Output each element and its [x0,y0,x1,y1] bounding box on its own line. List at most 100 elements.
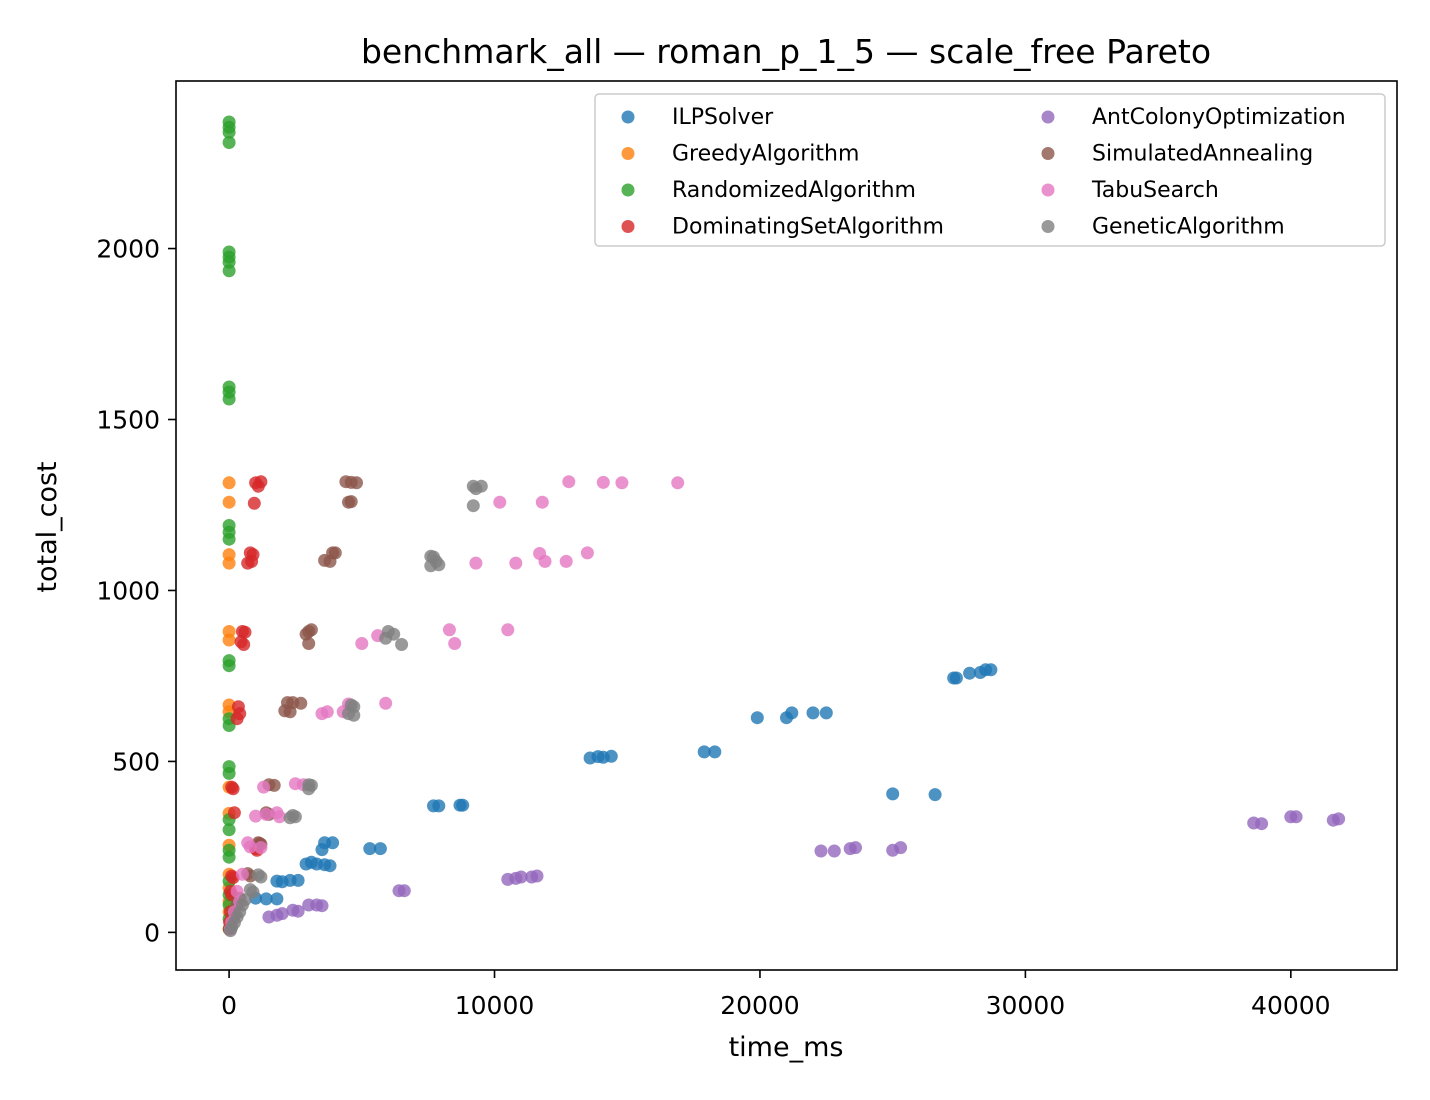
data-point [886,787,900,801]
y-tick-label: 500 [112,747,160,776]
legend-item: SimulatedAnnealing [1041,142,1313,167]
data-point [315,899,329,913]
data-point [291,904,305,918]
data-point [395,638,409,651]
data-point [963,666,977,680]
legend-item: GreedyAlgorithm [621,142,859,167]
data-point [432,799,446,813]
data-point [514,870,528,884]
y-tick-label: 0 [144,918,160,947]
legend-marker [621,147,635,160]
data-point [222,850,236,864]
data-point [814,844,828,858]
data-point [615,476,629,490]
data-point [501,623,515,637]
x-axis-label: time_ms [729,1032,844,1063]
data-point [344,495,358,509]
data-point [246,885,260,899]
legend-item: ILPSolver [621,105,774,130]
y-axis-label: total_cost [32,461,63,592]
data-point [697,745,711,759]
legend-label: GreedyAlgorithm [672,142,859,167]
data-point [355,637,369,650]
data-point [222,264,236,278]
data-point [323,859,337,873]
data-point [1332,812,1346,826]
data-point [230,712,244,726]
data-point [222,556,236,570]
data-point [671,476,685,490]
data-point [247,496,261,510]
data-point [604,749,618,763]
x-tick-label: 30000 [986,991,1066,1020]
data-point [315,707,329,721]
data-point [849,841,862,855]
data-point [984,663,998,677]
points-layer [222,115,1346,938]
legend-marker [1041,147,1055,160]
data-point [259,807,273,821]
chart-title: benchmark_all — roman_p_1_5 — scale_free… [361,32,1211,71]
data-point [379,696,393,710]
plot-frame [175,80,1398,971]
data-point [273,810,286,824]
legend-marker [1041,183,1055,197]
data-point [347,708,361,722]
legend-item: AntColonyOptimization [1041,105,1346,130]
x-tick-label: 0 [221,991,237,1020]
data-point [222,659,236,673]
data-point [750,711,764,725]
data-point [827,844,841,858]
legend-marker [1041,110,1055,124]
x-axis-ticks: 0 10000 20000 30000 40000 [221,970,1331,1020]
data-point [350,476,363,490]
data-point [283,705,297,719]
data-point [1255,817,1269,831]
data-point [259,892,273,906]
data-point [254,870,268,884]
data-point [267,778,281,792]
data-point [249,809,263,823]
data-point [469,482,483,496]
data-point [493,495,507,509]
data-point [223,924,237,938]
data-point [222,392,236,406]
data-point [222,476,236,490]
legend-item: TabuSearch [1041,178,1219,203]
data-point [222,495,236,509]
data-point [304,623,318,637]
data-point [580,546,594,560]
data-point [222,125,236,139]
data-point [442,623,456,637]
series-0 [249,663,998,906]
data-point [230,884,244,898]
data-point [456,798,470,812]
data-point [222,823,236,837]
data-point [243,840,257,854]
data-point [315,843,329,857]
data-point [530,869,544,883]
data-point [397,884,411,898]
data-point [432,558,446,572]
data-point [785,706,799,720]
data-point [708,745,722,759]
data-point [326,836,340,850]
data-point [251,479,265,493]
x-tick-label: 40000 [1251,991,1331,1020]
data-point [894,841,908,855]
y-axis-ticks: 0 500 1000 1500 2000 [96,235,176,947]
data-point [328,546,342,560]
data-point [226,782,240,796]
legend-marker [621,183,635,197]
legend-label: GeneticAlgorithm [1092,215,1285,240]
data-point [373,842,387,856]
data-point [294,696,308,710]
data-point [806,706,820,720]
data-point [928,788,942,802]
series-4 [262,810,1346,924]
data-point [227,806,241,820]
data-point [222,136,236,149]
data-point [596,475,610,489]
legend-label: DominatingSetAlgorithm [672,215,944,240]
